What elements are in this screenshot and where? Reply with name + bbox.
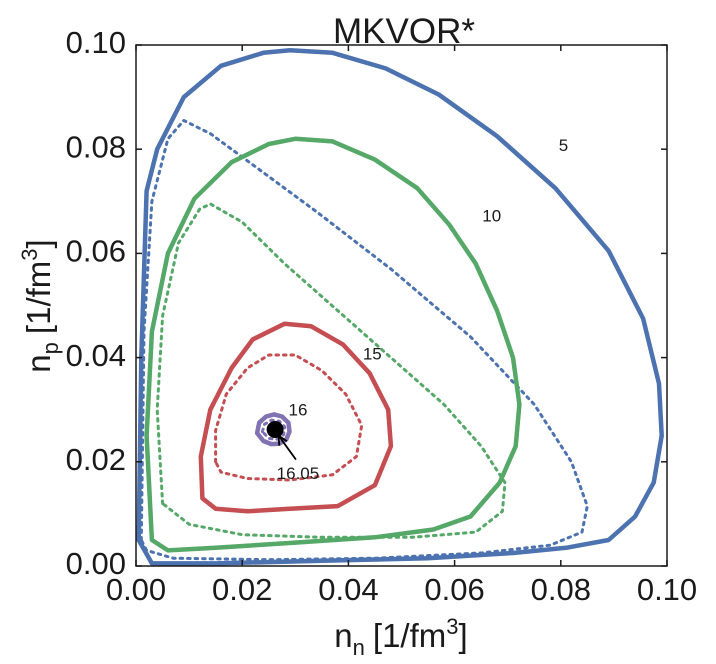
x-axis-label-close: ] xyxy=(459,617,468,654)
x-axis-label-sub: n xyxy=(353,635,365,660)
x-axis-label: nn [1/fm3] xyxy=(334,614,467,660)
y-axis-label-sup: 3 xyxy=(17,248,42,260)
contour-label-15: 15 xyxy=(363,344,382,363)
contour-label-10: 10 xyxy=(482,206,501,225)
annotation-arrow-head xyxy=(277,433,288,446)
annotation-label: 16.05 xyxy=(277,464,320,483)
x-tick-label: 0.02 xyxy=(212,572,272,607)
y-axis-label-main: n xyxy=(20,354,57,372)
x-tick-label: 0.00 xyxy=(106,572,166,607)
x-axis-label-main: n xyxy=(334,617,352,654)
y-tick-label: 0.10 xyxy=(66,25,126,60)
y-tick-label: 0.00 xyxy=(66,546,126,581)
y-tick-label: 0.08 xyxy=(66,129,126,164)
y-axis-label-close: ] xyxy=(20,239,57,248)
y-axis-label-unit: [1/fm xyxy=(20,261,57,334)
annotation-layer: 16.05 xyxy=(277,433,320,483)
x-axis-ticks: 0.00 0.02 0.04 0.06 0.08 0.10 xyxy=(106,45,697,607)
contour-5-dotted xyxy=(139,119,589,562)
contour-label-16: 16 xyxy=(288,401,307,420)
contour-15 xyxy=(198,321,394,514)
x-tick-label: 0.04 xyxy=(318,572,378,607)
contour-16-dotted xyxy=(260,418,287,441)
contour-5 xyxy=(136,47,664,566)
y-axis-label-sub: p xyxy=(38,342,63,354)
x-tick-label: 0.08 xyxy=(531,572,591,607)
x-axis-label-sup: 3 xyxy=(446,614,458,639)
annotation-arrow-line xyxy=(277,435,297,461)
saturation-point xyxy=(266,420,284,438)
contour-16 xyxy=(254,412,292,447)
contour-15-dotted xyxy=(214,353,364,482)
x-axis-label-unit: [1/fm xyxy=(373,617,446,654)
series-layer xyxy=(136,47,664,566)
y-tick-label: 0.04 xyxy=(66,338,126,373)
y-tick-label: 0.02 xyxy=(66,442,126,477)
points-layer xyxy=(266,420,284,438)
y-axis-label: np [1/fm3] xyxy=(17,239,63,372)
y-tick-label: 0.06 xyxy=(66,234,126,269)
contour-labels: 5 10 15 16 xyxy=(288,136,568,420)
contour-10-dotted xyxy=(155,202,507,539)
x-tick-label: 0.06 xyxy=(424,572,484,607)
plot-frame xyxy=(135,44,668,567)
x-tick-label: 0.10 xyxy=(637,572,697,607)
y-axis-ticks: 0.00 0.02 0.04 0.06 0.08 0.10 xyxy=(66,25,667,581)
contour-label-5: 5 xyxy=(559,136,568,155)
